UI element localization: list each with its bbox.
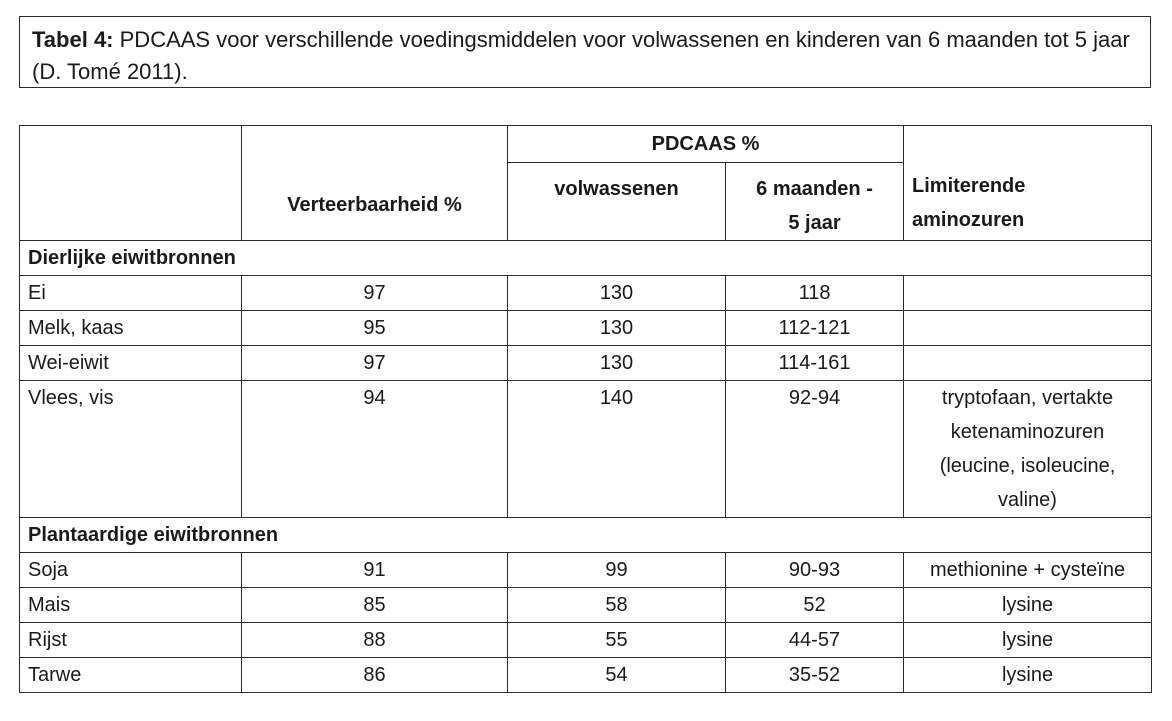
header-volwassenen: volwassenen [507, 162, 726, 241]
header-verteerbaarheid: Verteerbaarheid % [241, 125, 508, 241]
cell-limiterend-line: valine) [998, 489, 1057, 511]
table-row: Tarwe 86 54 35-52 lysine [19, 657, 1153, 693]
cell-verteerbaarheid: 85 [241, 587, 508, 623]
group-title: Dierlijke eiwitbronnen [18, 240, 1153, 276]
cell-food: Ei [19, 275, 242, 311]
cell-kinderen: 92-94 [724, 380, 905, 518]
group-row-dierlijk: Dierlijke eiwitbronnen [18, 240, 1153, 276]
header-limiterend-line2: aminozuren [912, 209, 1025, 231]
cell-volwassenen: 130 [507, 310, 726, 346]
cell-food: Mais [19, 587, 242, 623]
cell-kinderen: 35-52 [724, 657, 905, 693]
header-limiterend-line1: Limiterende [912, 175, 1026, 197]
cell-volwassenen: 99 [507, 552, 726, 588]
cell-limiterend: lysine [903, 622, 1153, 658]
cell-verteerbaarheid: 97 [241, 275, 508, 311]
cell-food: Wei-eiwit [19, 345, 242, 381]
table-row: Soja 91 99 90-93 methionine + cysteïne [19, 552, 1153, 588]
cell-food: Melk, kaas [19, 310, 242, 346]
cell-limiterend: methionine + cysteïne [903, 552, 1153, 588]
pdcaas-table: Verteerbaarheid % PDCAAS % Limiterende a… [18, 125, 1153, 693]
table-row: Vlees, vis 94 140 92-94 tryptofaan, vert… [19, 380, 1153, 518]
cell-volwassenen: 54 [507, 657, 726, 693]
cell-volwassenen: 140 [507, 380, 726, 518]
table-row: Melk, kaas 95 130 112-121 [19, 310, 1153, 346]
table-row: Ei 97 130 118 [19, 275, 1153, 311]
cell-food: Vlees, vis [19, 380, 242, 518]
table-caption: Tabel 4: PDCAAS voor verschillende voedi… [19, 16, 1151, 88]
cell-kinderen: 44-57 [724, 622, 905, 658]
cell-limiterend: tryptofaan, vertakte ketenaminozuren (le… [903, 380, 1153, 518]
cell-limiterend: lysine [903, 587, 1153, 623]
cell-limiterend-line: (leucine, isoleucine, [939, 455, 1116, 477]
cell-food: Soja [19, 552, 242, 588]
cell-volwassenen: 58 [507, 587, 726, 623]
header-kinderen-line2: 5 jaar [788, 212, 841, 234]
cell-volwassenen: 130 [507, 345, 726, 381]
cell-food: Rijst [19, 622, 242, 658]
cell-kinderen: 90-93 [724, 552, 905, 588]
header-row-1: Verteerbaarheid % PDCAAS % Limiterende a… [19, 125, 1153, 241]
cell-kinderen: 118 [724, 275, 905, 311]
header-kinderen-line1: 6 maanden - [756, 178, 873, 200]
cell-verteerbaarheid: 91 [241, 552, 508, 588]
caption-label: Tabel 4: [32, 27, 114, 52]
header-limiterend: Limiterende aminozuren [903, 125, 1153, 241]
cell-limiterend [903, 345, 1153, 381]
cell-kinderen: 112-121 [724, 310, 905, 346]
table-row: Wei-eiwit 97 130 114-161 [19, 345, 1153, 381]
cell-limiterend: lysine [903, 657, 1153, 693]
cell-food: Tarwe [19, 657, 242, 693]
header-kinderen: 6 maanden - 5 jaar [724, 162, 905, 241]
header-empty-cell [19, 125, 242, 241]
table-row: Rijst 88 55 44-57 lysine [19, 622, 1153, 658]
header-pdcaas: PDCAAS % [506, 125, 905, 163]
cell-volwassenen: 130 [507, 275, 726, 311]
caption-text: PDCAAS voor verschillende voedingsmiddel… [32, 27, 1130, 84]
cell-limiterend-line: tryptofaan, vertakte [941, 387, 1114, 409]
cell-limiterend [903, 310, 1153, 346]
group-title: Plantaardige eiwitbronnen [18, 517, 1153, 553]
cell-kinderen: 114-161 [724, 345, 905, 381]
cell-verteerbaarheid: 86 [241, 657, 508, 693]
cell-limiterend [903, 275, 1153, 311]
cell-verteerbaarheid: 94 [241, 380, 508, 518]
cell-verteerbaarheid: 97 [241, 345, 508, 381]
cell-volwassenen: 55 [507, 622, 726, 658]
cell-limiterend-line: ketenaminozuren [950, 421, 1105, 443]
cell-verteerbaarheid: 95 [241, 310, 508, 346]
cell-kinderen: 52 [724, 587, 905, 623]
cell-verteerbaarheid: 88 [241, 622, 508, 658]
group-row-plantaardig: Plantaardige eiwitbronnen [18, 517, 1153, 553]
table-row: Mais 85 58 52 lysine [19, 587, 1153, 623]
